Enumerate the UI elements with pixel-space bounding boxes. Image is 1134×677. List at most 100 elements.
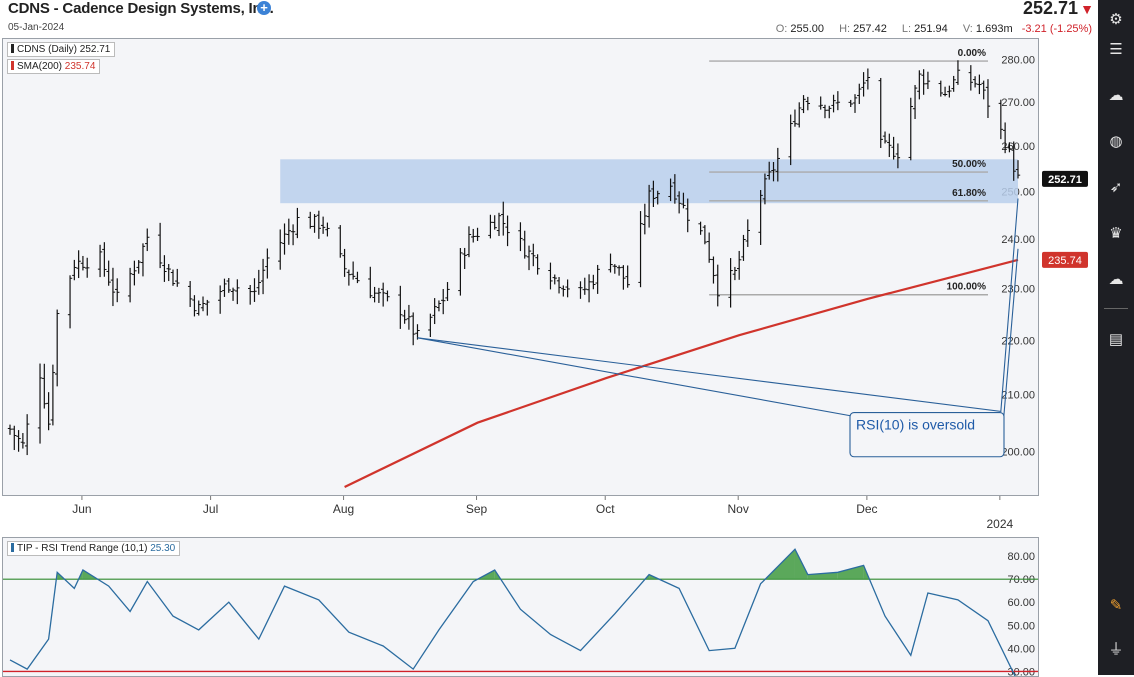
legend-rsi-label: TIP - RSI Trend Range (10,1)	[17, 543, 148, 554]
ohlc-bar	[200, 296, 206, 312]
ohlc-bar	[711, 256, 716, 284]
settings-icon[interactable]: ☰	[1109, 41, 1123, 58]
annotation-group: RSI(10) is oversold	[417, 198, 1019, 458]
price-chart-svg: 200.00210.00220.00230.00240.00250.00260.…	[7, 48, 1088, 488]
ohlc-bar	[591, 274, 596, 290]
time-axis-label: Jul	[203, 502, 218, 516]
sliders-icon[interactable]: ⚙	[1109, 11, 1123, 28]
rsi-axis-tick: 40.00	[1007, 643, 1035, 655]
ohlc-bar	[561, 285, 566, 297]
ohlc-bar	[312, 214, 317, 233]
chart-date: 05-Jan-2024	[8, 22, 65, 33]
legend-rsi-value: 25.30	[150, 543, 176, 554]
ohlc-bar	[938, 80, 943, 97]
ohlc-bar	[565, 279, 570, 298]
ohlc-bar	[492, 215, 497, 230]
ohlc-bar	[942, 86, 948, 97]
plug-icon[interactable]: ⏚	[1108, 641, 1124, 658]
ohlc-bar	[1002, 122, 1008, 154]
sma-200-line	[344, 258, 1019, 488]
ohlc-bar	[488, 214, 493, 239]
ohlc-bar	[80, 255, 86, 271]
ohlc-bar	[715, 264, 720, 307]
price-axis-tick: 200.00	[1001, 447, 1035, 459]
high-label: H:	[839, 23, 851, 35]
ohlc-bar	[616, 265, 622, 276]
ohlc-bar	[912, 85, 918, 119]
ohlc-bar	[998, 99, 1004, 140]
ohlc-bar	[175, 268, 180, 287]
ohlc-bar	[805, 96, 811, 111]
ohlc-bar	[891, 136, 896, 160]
ohlc-bar	[531, 243, 536, 267]
ohlc-bar	[625, 265, 630, 288]
trophy-icon[interactable]: ♛	[1109, 225, 1123, 242]
ohlc-bar	[981, 80, 986, 100]
ohlc-bar	[977, 74, 982, 95]
ohlc-bar	[54, 309, 60, 387]
last-price-tag-bg	[1042, 170, 1088, 187]
cloud-icon[interactable]: ☁	[1108, 271, 1124, 288]
ohlc-bar	[822, 104, 828, 119]
ohlc-bar	[706, 232, 712, 263]
legend-sma: SMA(200) 235.74	[7, 59, 101, 74]
ohlc-bar	[672, 174, 678, 204]
rsi-axis-tick: 80.00	[1007, 551, 1035, 563]
time-axis-label: Dec	[856, 502, 877, 516]
globe-icon[interactable]: ◍	[1109, 133, 1123, 150]
ohlc-bar	[140, 243, 146, 277]
ohlc-bar	[260, 258, 266, 295]
sma-price-tag-bg	[1042, 251, 1088, 268]
ohlc-bar	[792, 109, 798, 127]
ohlc-bar	[548, 262, 553, 290]
ohlc-bar	[908, 97, 913, 161]
ohlc-bar	[402, 309, 407, 324]
last-price: 252.71	[1022, 0, 1078, 18]
ohlc-bar	[50, 364, 56, 426]
legend-price-swatch	[11, 44, 14, 53]
ohlc-bar	[857, 83, 862, 105]
open-label: O:	[775, 23, 788, 35]
rsi-chart-panel[interactable]: 30.00 40.00 50.00 60.00 70.00 80.00 TIP - RSI…	[2, 537, 1039, 677]
ohlc-bar	[286, 218, 292, 245]
ohlc-bar	[415, 324, 420, 340]
pencil-icon[interactable]: ✎	[1109, 597, 1123, 614]
ohlc-bar	[771, 162, 776, 182]
ohlc-bar	[106, 260, 111, 286]
price-axis-tick: 210.00	[1001, 390, 1035, 402]
fib-level-label: 0.00%	[958, 48, 986, 59]
ohlc-bar	[316, 210, 322, 239]
add-symbol-button[interactable]: +	[257, 1, 271, 15]
volume-label: V:	[962, 23, 973, 35]
ohlc-bar	[20, 433, 26, 449]
ohlc-bar	[475, 227, 480, 242]
ohlc-bar	[621, 265, 626, 290]
ohlc-bar	[586, 274, 592, 303]
ohlc-bar	[878, 77, 883, 148]
ohlc-bar	[741, 234, 746, 261]
ohlc-bar	[638, 211, 643, 288]
rocket-icon[interactable]: ➶	[1109, 179, 1123, 196]
price-change: -3.21 (-1.25%)	[1021, 23, 1092, 35]
ohlc-bar	[376, 287, 382, 303]
ohlc-bar	[398, 285, 403, 329]
ohlc-bar	[282, 223, 287, 255]
fib-level-label: 61.80%	[952, 188, 986, 199]
ohlc-bar	[788, 114, 793, 166]
price-chart-panel[interactable]: 200.00 210.00 220.00 230.00 240.00 250.00 260.…	[2, 38, 1088, 496]
ohlc-bar	[411, 312, 416, 346]
header: CDNS - Cadence Design Systems, Inc. + 05…	[0, 0, 1098, 38]
document-icon[interactable]: ▤	[1108, 331, 1124, 348]
brain-icon[interactable]: ☁	[1108, 87, 1124, 104]
ohlc-bar	[501, 201, 506, 236]
ohlc-bar	[7, 424, 13, 435]
ohlc-bar	[380, 282, 386, 307]
ohlc-bar	[205, 299, 210, 316]
ohlc-bar	[12, 425, 17, 451]
ohlc-bar	[441, 289, 446, 315]
ohlc-bar	[681, 192, 686, 209]
time-axis-label: Jun	[72, 502, 91, 516]
ohlc-bar	[921, 69, 926, 95]
volume-value: 1.693m	[975, 23, 1013, 35]
ohlc-bar	[831, 94, 836, 113]
